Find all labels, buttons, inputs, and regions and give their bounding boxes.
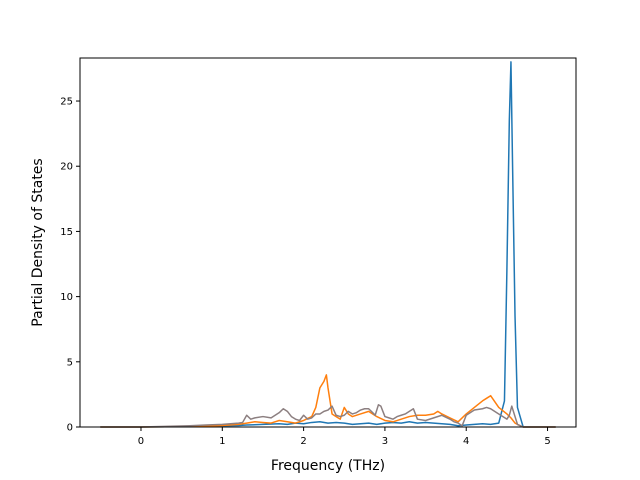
series-line-3 [100,404,556,428]
y-tick-label: 0 [67,423,73,434]
y-axis-ticks: 0 5 10 15 20 25 [60,97,80,434]
x-tick-label: 0 [138,436,144,447]
y-tick-label: 20 [60,162,73,173]
x-tick-label: 3 [382,436,388,447]
series-line-1 [100,61,556,428]
y-tick-label: 15 [60,227,73,238]
x-tick-label: 4 [463,436,469,447]
axes-frame [79,57,577,428]
series-line-2 [100,374,556,428]
y-tick-label: 5 [67,357,73,368]
axes-background [80,58,576,427]
y-tick-label: 25 [60,97,73,108]
x-axis-ticks: 0 1 2 3 4 5 [138,427,551,447]
x-tick-label: 2 [300,436,306,447]
x-tick-label: 5 [544,436,550,447]
x-tick-label: 1 [219,436,225,447]
plot-area [79,57,577,428]
series-layer [100,61,556,428]
x-axis-label: Frequency (THz) [271,458,385,474]
y-axis-label: Partial Density of States [30,158,46,326]
y-tick-label: 10 [60,292,73,303]
